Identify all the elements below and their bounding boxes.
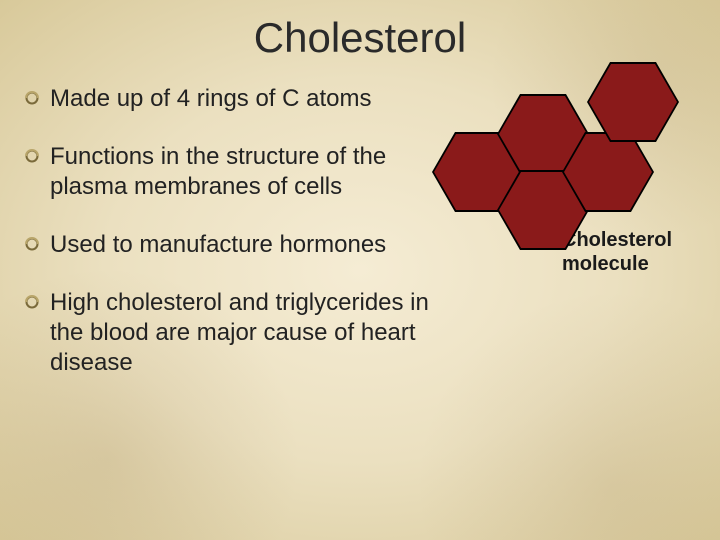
bullet-list: Made up of 4 rings of C atoms Functions …: [24, 84, 434, 406]
bullet-ring-icon: [24, 294, 40, 310]
bullet-text: High cholesterol and triglycerides in th…: [50, 288, 434, 378]
list-item: Used to manufacture hormones: [24, 230, 434, 260]
molecule-diagram: Cholesterol molecule: [412, 62, 692, 276]
list-item: Functions in the structure of the plasma…: [24, 142, 434, 202]
bullet-ring-icon: [24, 148, 40, 164]
list-item: Made up of 4 rings of C atoms: [24, 84, 434, 114]
bullet-text: Made up of 4 rings of C atoms: [50, 84, 372, 114]
bullet-text: Functions in the structure of the plasma…: [50, 142, 434, 202]
bullet-text: Used to manufacture hormones: [50, 230, 386, 260]
diagram-caption: Cholesterol molecule: [562, 228, 692, 276]
bullet-ring-icon: [24, 236, 40, 252]
hexagon-icon: [587, 62, 679, 142]
bullet-ring-icon: [24, 90, 40, 106]
list-item: High cholesterol and triglycerides in th…: [24, 288, 434, 378]
content-area: Made up of 4 rings of C atoms Functions …: [0, 62, 720, 406]
page-title: Cholesterol: [0, 0, 720, 62]
hexagon-cluster: [412, 62, 692, 222]
